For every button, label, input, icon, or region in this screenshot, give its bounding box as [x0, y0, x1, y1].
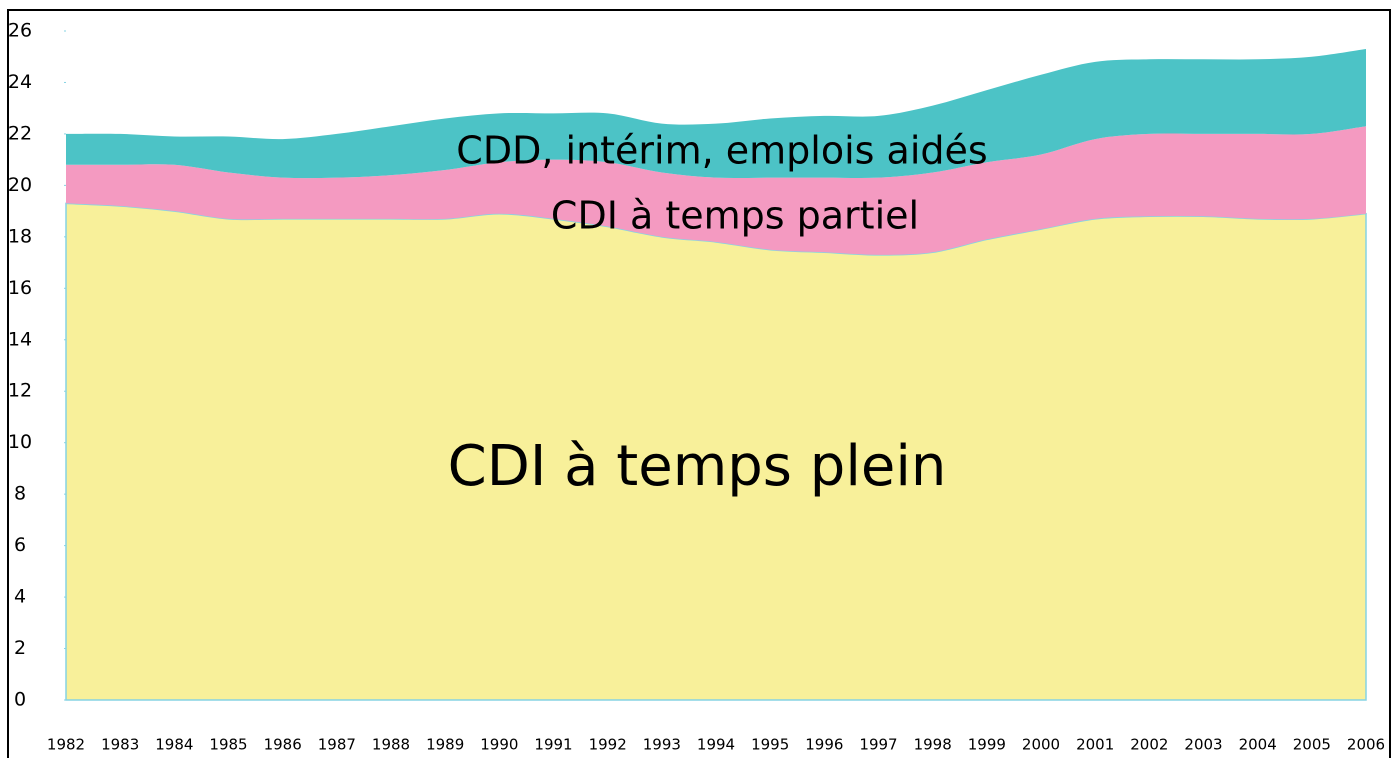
y-tick-label: 6: [14, 534, 26, 556]
x-tick-label: 1989: [426, 736, 464, 754]
y-tick-label: 10: [8, 431, 32, 453]
y-tick-label: 24: [8, 71, 32, 93]
area: [65, 202, 1367, 701]
x-tick-label: 1986: [264, 736, 302, 754]
area: [66, 126, 1366, 255]
x-tick-label: 2000: [1022, 736, 1060, 754]
y-tick-label: 8: [14, 483, 26, 505]
x-tick-label: 1999: [968, 736, 1006, 754]
x-tick-label: 1982: [47, 736, 85, 754]
y-tick-label: 16: [8, 277, 32, 299]
y-tick-label: 18: [8, 225, 32, 247]
x-tick-label: 1998: [914, 736, 952, 754]
x-tick-label: 1990: [480, 736, 518, 754]
y-tick-label: 0: [14, 689, 26, 711]
x-tick-label: 1997: [859, 736, 897, 754]
y-tick-label: 4: [14, 586, 26, 608]
series-label: CDD, intérim, emplois aidés: [456, 129, 987, 173]
x-tick-label: 1992: [589, 736, 627, 754]
x-tick-label: 1988: [372, 736, 410, 754]
x-tick-label: 2006: [1347, 736, 1385, 754]
frame: [7, 9, 1391, 758]
y-tick-label: 22: [8, 122, 32, 144]
x-tick-label: 1983: [101, 736, 139, 754]
x-tick-label: 2002: [1130, 736, 1168, 754]
x-tick-label: 1995: [751, 736, 789, 754]
x-tick-label: 2003: [1184, 736, 1222, 754]
y-tick-label: 14: [8, 328, 32, 350]
x-tick-label: 1994: [697, 736, 735, 754]
series-label: CDI à temps partiel: [551, 194, 919, 238]
y-tick-label: 26: [8, 20, 32, 42]
area: [66, 49, 1366, 179]
x-tick-label: 1993: [643, 736, 681, 754]
x-tick-label: 1991: [534, 736, 572, 754]
x-tick-label: 1985: [209, 736, 247, 754]
x-tick-label: 2001: [1076, 736, 1114, 754]
series-label: CDI à temps plein: [448, 434, 947, 499]
y-tick-label: 12: [8, 380, 32, 402]
x-tick-label: 1984: [155, 736, 193, 754]
y-tick-label: 20: [8, 174, 32, 196]
x-tick-label: 1987: [318, 736, 356, 754]
x-tick-label: 2005: [1293, 736, 1331, 754]
y-tick-label: 2: [14, 637, 26, 659]
x-tick-label: 1996: [805, 736, 843, 754]
x-tick-label: 2004: [1239, 736, 1277, 754]
